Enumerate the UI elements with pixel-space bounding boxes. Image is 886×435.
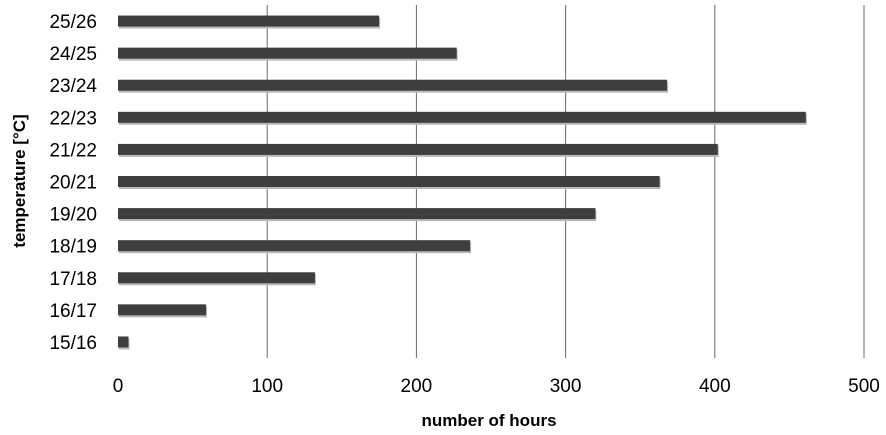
x-tick-label: 400 [699,376,731,397]
y-tick-label: 22/23 [49,108,97,129]
x-tick-label: 0 [113,376,124,397]
y-tick-label: 24/25 [49,44,97,65]
y-tick-label: 20/21 [49,173,97,194]
bar [118,272,315,284]
bar [118,240,471,252]
bar [118,111,806,123]
x-tick-labels: 0 100 200 300 400 500 [113,376,880,397]
bar [118,15,380,27]
bar [118,47,457,59]
x-tick-label: 500 [848,376,880,397]
bar [118,143,718,155]
bar [118,79,668,91]
x-axis-title: number of hours [421,411,556,430]
y-tick-label: 19/20 [49,205,97,226]
bars [118,15,807,350]
bar [118,176,660,187]
x-tick-label: 100 [251,376,283,397]
bar [118,336,129,348]
y-axis-title: temperature [°C] [10,114,29,247]
x-tick-label: 200 [401,376,433,397]
x-tick-label: 300 [550,376,582,397]
y-tick-label: 15/16 [49,333,97,354]
bar [118,304,207,316]
y-tick-label: 17/18 [49,269,97,290]
y-tick-label: 23/24 [49,76,97,97]
y-tick-label: 18/19 [49,237,97,258]
y-tick-labels: 15/16 16/17 17/18 18/19 19/20 20/21 21/22 22/23… [49,12,97,354]
y-tick-label: 25/26 [49,12,97,33]
bar [118,208,596,220]
y-tick-label: 16/17 [49,301,97,322]
y-tick-label: 21/22 [49,140,97,161]
